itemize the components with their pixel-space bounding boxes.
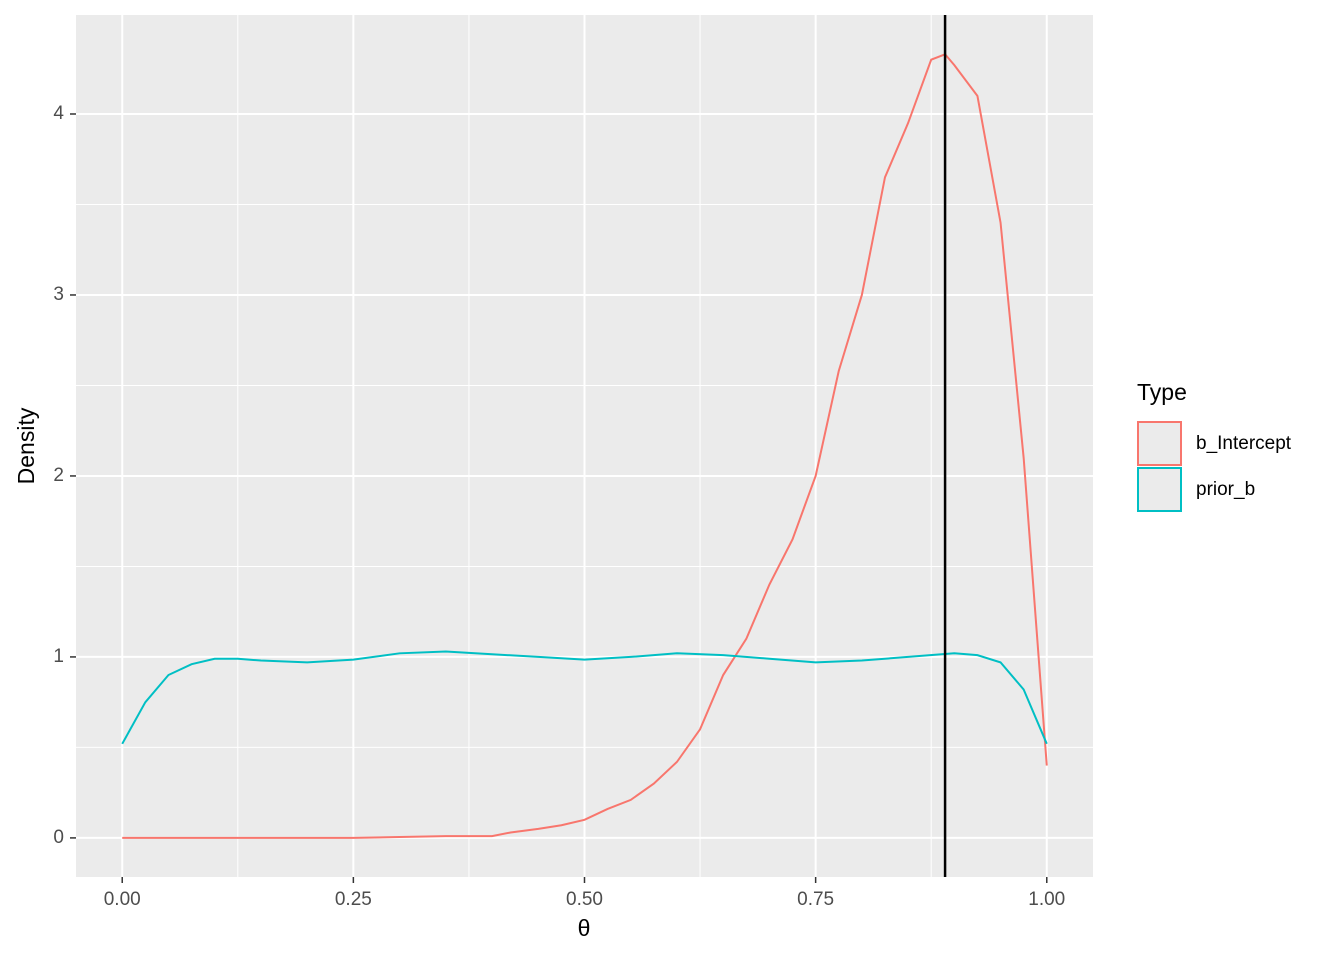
y-axis-title: Density [13,407,39,484]
x-tick-label: 0.00 [104,889,141,910]
y-tick-label: 2 [53,465,64,486]
y-tick-label: 4 [53,103,64,124]
x-tick-label: 0.50 [566,889,603,910]
y-tick-label: 1 [53,646,64,667]
x-tick-label: 0.25 [335,889,372,910]
x-axis-title: θ [578,915,591,941]
legend-label: prior_b [1196,479,1255,500]
legend-title: Type [1137,379,1187,405]
x-tick-label: 1.00 [1028,889,1065,910]
y-tick-label: 0 [53,827,64,848]
legend-key [1137,421,1182,466]
x-tick-label: 0.75 [797,889,834,910]
y-tick-label: 3 [53,284,64,305]
legend-key [1137,467,1182,512]
density-line [121,650,1048,745]
legend-label: b_Intercept [1196,433,1292,454]
